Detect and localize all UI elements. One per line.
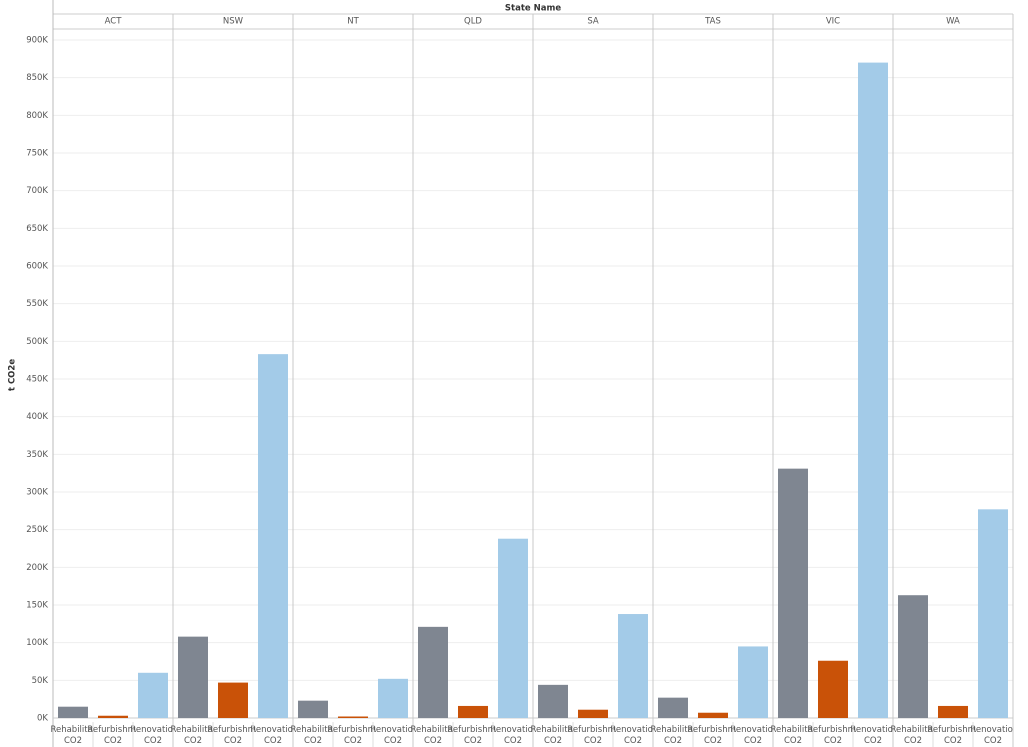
bar	[218, 682, 248, 718]
y-tick-label: 150K	[26, 601, 48, 611]
bar	[58, 706, 88, 718]
bar	[978, 509, 1008, 718]
bar	[138, 672, 168, 718]
bar	[458, 705, 488, 718]
x-tick-label: Rehabilita CO2	[530, 725, 575, 746]
bar	[498, 538, 528, 718]
y-tick-label: 700K	[26, 186, 48, 196]
x-tick-label: Rehabilita CO2	[50, 725, 95, 746]
bar	[618, 614, 648, 718]
y-axis-title: t CO2e	[8, 359, 18, 391]
y-tick-label: 550K	[26, 299, 48, 309]
y-tick-label: 900K	[26, 36, 48, 46]
bar	[658, 697, 688, 718]
x-tick-label: Renovatio CO2	[490, 725, 535, 746]
y-tick-label: 500K	[26, 337, 48, 347]
bar	[258, 354, 288, 718]
y-tick-label: 400K	[26, 412, 48, 422]
y-tick-label: 100K	[26, 638, 48, 648]
x-tick-label: Renovatio CO2	[370, 725, 415, 746]
x-tick-label: Rehabilita CO2	[170, 725, 215, 746]
bar	[858, 62, 888, 719]
state-label: WA	[946, 17, 960, 27]
y-tick-label: 800K	[26, 111, 48, 121]
y-tick-label: 450K	[26, 375, 48, 385]
bar	[938, 705, 968, 718]
bar	[538, 684, 568, 718]
bar	[578, 709, 608, 718]
x-tick-label: Renovatio CO2	[130, 725, 175, 746]
state-label: NSW	[223, 17, 244, 27]
bar	[178, 636, 208, 718]
y-tick-label: 650K	[26, 224, 48, 234]
bar	[778, 468, 808, 718]
y-tick-label: 600K	[26, 262, 48, 272]
bar	[418, 626, 448, 718]
bar	[818, 660, 848, 718]
bar	[338, 716, 368, 718]
x-tick-label: Rehabilita CO2	[770, 725, 815, 746]
y-tick-label: 750K	[26, 149, 48, 159]
bar	[738, 646, 768, 718]
x-tick-label: Refurbishm CO2	[687, 725, 738, 746]
x-tick-label: Renovatio CO2	[850, 725, 895, 746]
bar	[298, 700, 328, 718]
x-tick-label: Renovatio CO2	[970, 725, 1015, 746]
y-tick-label: 50K	[32, 676, 49, 686]
bar	[98, 715, 128, 718]
x-tick-label: Refurbishm CO2	[87, 725, 138, 746]
bar	[698, 712, 728, 718]
y-tick-label: 850K	[26, 73, 48, 83]
x-tick-label: Refurbishm CO2	[927, 725, 978, 746]
x-tick-label: Rehabilita CO2	[290, 725, 335, 746]
bar	[378, 678, 408, 718]
x-tick-label: Refurbishm CO2	[207, 725, 258, 746]
state-label: ACT	[105, 17, 123, 27]
state-label: QLD	[464, 17, 482, 27]
x-tick-label: Refurbishm CO2	[567, 725, 618, 746]
y-tick-label: 350K	[26, 450, 48, 460]
state-label: TAS	[704, 17, 721, 27]
x-tick-label: Refurbishm CO2	[807, 725, 858, 746]
x-tick-label: Refurbishm CO2	[327, 725, 378, 746]
x-tick-label: Renovatio CO2	[610, 725, 655, 746]
x-tick-label: Rehabilita CO2	[890, 725, 935, 746]
y-tick-label: 200K	[26, 563, 48, 573]
state-label: VIC	[826, 17, 840, 27]
x-tick-label: Renovatio CO2	[730, 725, 775, 746]
header: State Name	[505, 4, 561, 14]
x-tick-label: Refurbishm CO2	[447, 725, 498, 746]
bar	[898, 595, 928, 718]
y-tick-label: 0K	[37, 714, 48, 724]
x-tick-label: Rehabilita CO2	[410, 725, 455, 746]
state-label: SA	[587, 17, 599, 27]
y-tick-label: 300K	[26, 488, 48, 498]
x-tick-label: Rehabilita CO2	[650, 725, 695, 746]
x-tick-label: Renovatio CO2	[250, 725, 295, 746]
y-tick-label: 250K	[26, 525, 48, 535]
state-label: NT	[347, 17, 359, 27]
